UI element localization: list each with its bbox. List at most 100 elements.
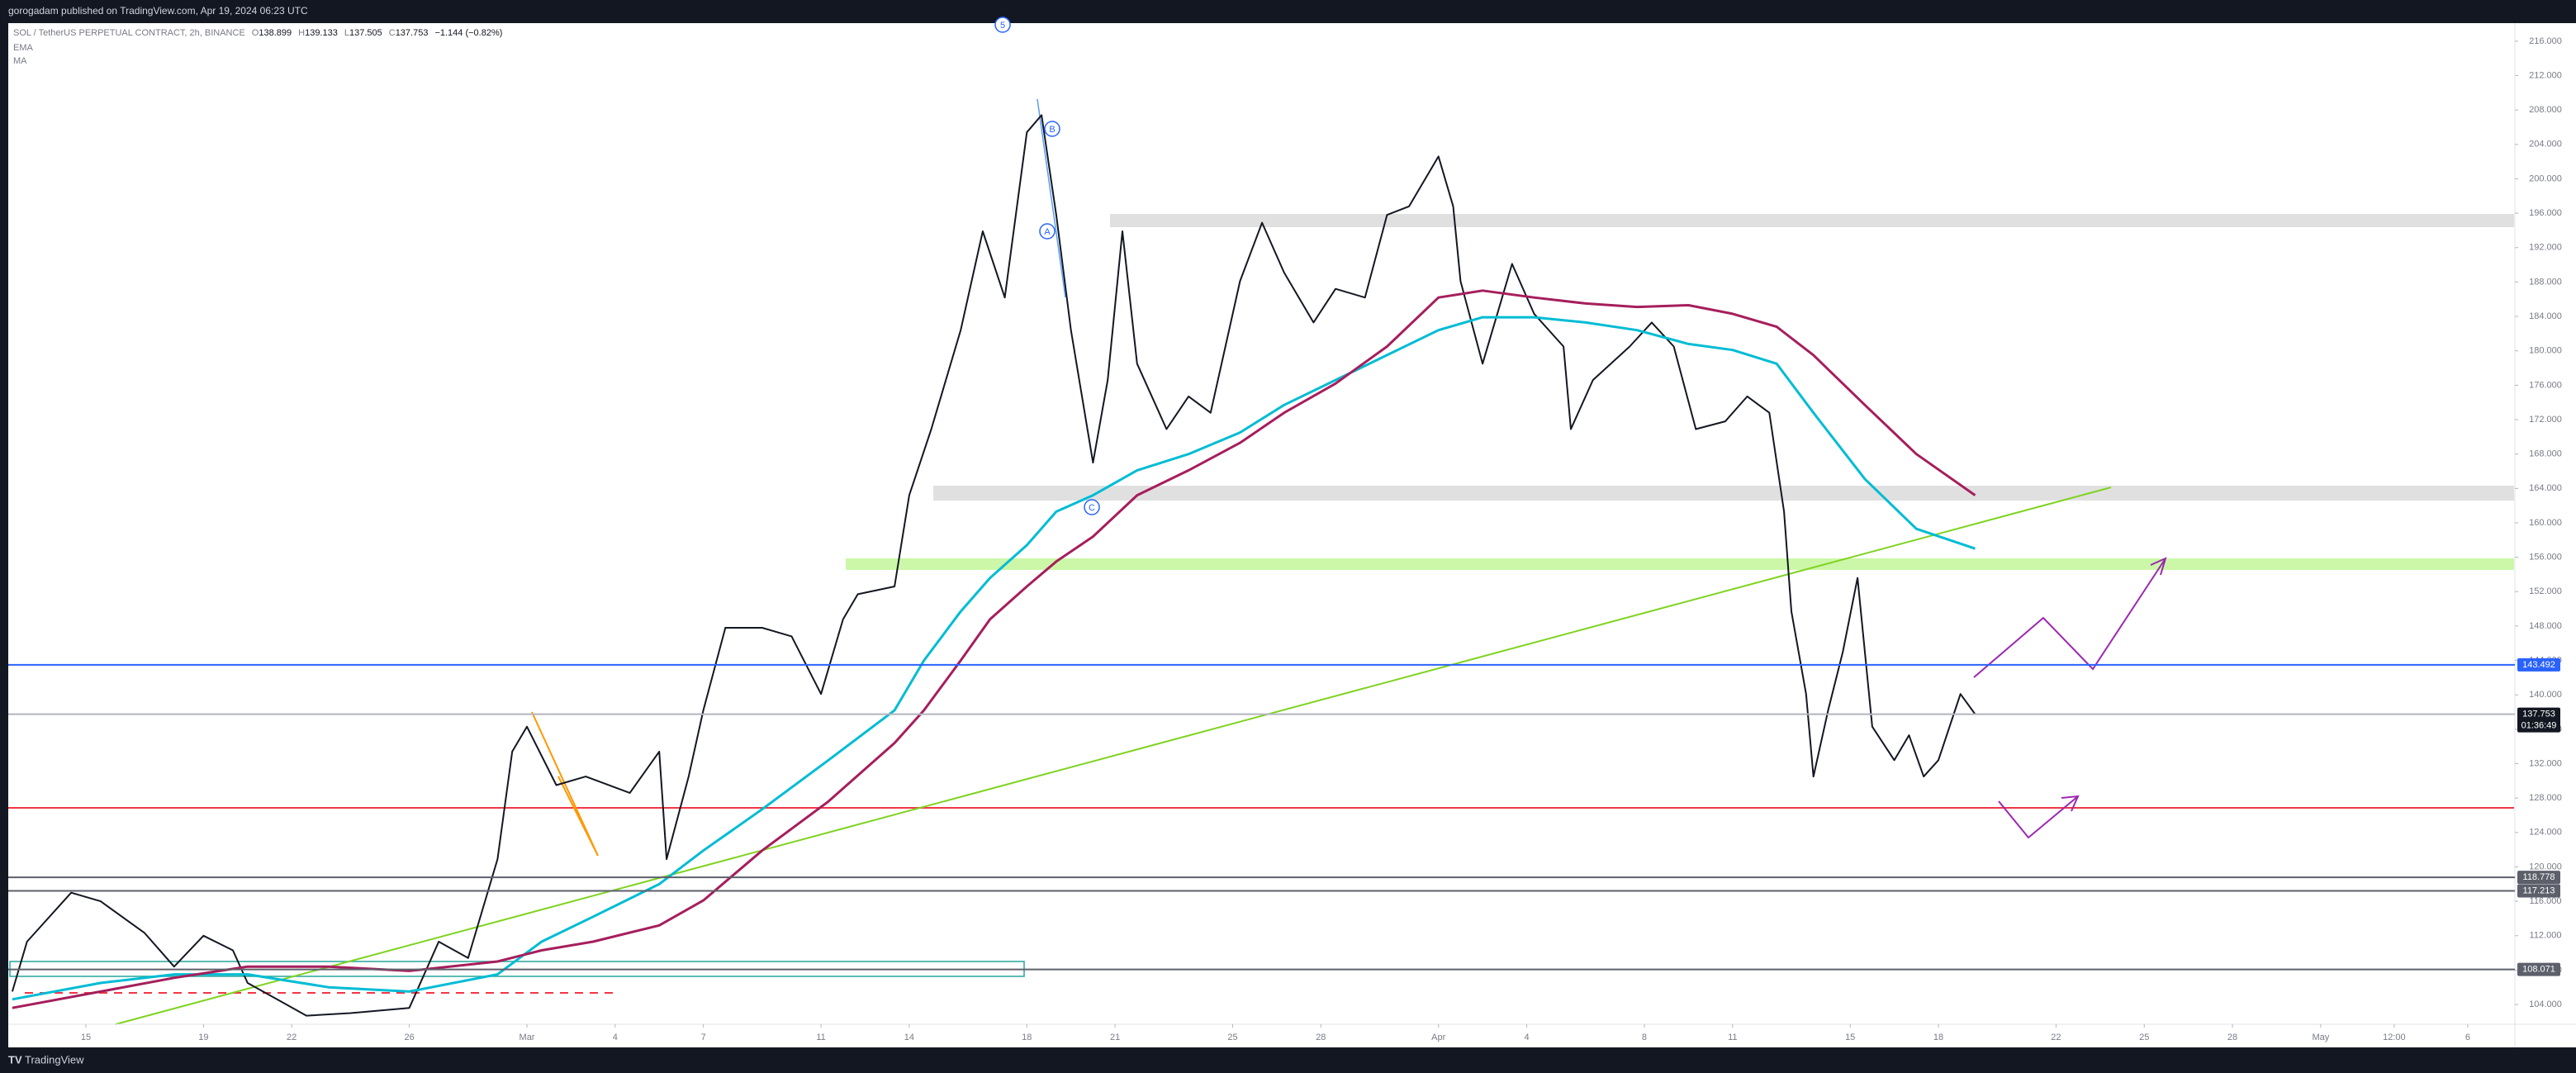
y-tick-label: 180.000 (2529, 346, 2562, 356)
price-label: 118.778 (2523, 872, 2555, 882)
ohlc-value: 139.133 (305, 28, 338, 38)
chart-area (8, 23, 2576, 1047)
ohlc-label: O (252, 28, 259, 38)
y-tick-label: 172.000 (2529, 415, 2562, 425)
y-tick-label: 216.000 (2529, 36, 2562, 46)
ohlc-label: C (389, 28, 396, 38)
x-tick-label: 6 (2465, 1033, 2470, 1042)
y-tick-label: 200.000 (2529, 173, 2562, 183)
orange-drawing (531, 711, 599, 857)
y-tick-label: 188.000 (2529, 277, 2562, 287)
symbol-title: SOL / TetherUS PERPETUAL CONTRACT, 2h, B… (13, 28, 245, 38)
y-tick-label: 192.000 (2529, 243, 2562, 253)
wave-circle (1039, 223, 1056, 240)
wave-label: B (1049, 125, 1055, 135)
x-tick-label: 14 (904, 1033, 914, 1042)
publisher: gorogadam published on TradingView.com, … (8, 5, 308, 17)
y-tick-label: 152.000 (2529, 586, 2562, 596)
x-tick-label: 7 (701, 1033, 706, 1042)
y-tick-label: 120.000 (2529, 862, 2562, 871)
y-tick-label: 116.000 (2530, 896, 2562, 906)
y-tick-label: 164.000 (2529, 483, 2562, 493)
y-tick-label: 168.000 (2529, 449, 2562, 459)
y-tick-label: 156.000 (2529, 553, 2562, 563)
y-tick-label: 148.000 (2529, 621, 2562, 631)
ohlc-label: H (298, 28, 305, 38)
x-tick-label: 21 (1110, 1033, 1120, 1042)
price-line (11, 114, 1976, 1017)
legend-ma: MA (13, 56, 27, 66)
y-tick-label: 112.000 (2530, 931, 2562, 941)
x-tick-label: 19 (198, 1033, 208, 1042)
ohlc-value: 137.753 (396, 28, 429, 38)
x-tick-label: 18 (1933, 1033, 1943, 1042)
drawings (8, 98, 2532, 1025)
projection-up (1973, 558, 2166, 678)
wave-label: 5 (1000, 21, 1005, 31)
price-label: 108.071 (2522, 965, 2555, 975)
x-tick-label: 26 (404, 1033, 414, 1042)
price-label-bg (2517, 871, 2560, 885)
price-label-bg (2517, 884, 2560, 898)
brand: TradingView (25, 1053, 84, 1066)
price-label-bg (2517, 707, 2560, 733)
x-tick-label: May (2312, 1033, 2329, 1042)
price-label: 137.753 (2522, 710, 2555, 719)
arrow-head (2150, 557, 2167, 576)
countdown: 01:36:49 (2521, 721, 2557, 731)
y-tick-label: 104.000 (2529, 999, 2562, 1009)
x-tick-label: 11 (816, 1033, 825, 1042)
x-tick-label: 25 (1227, 1033, 1237, 1042)
wave-circle (1084, 499, 1100, 515)
support-zone (933, 486, 2514, 501)
y-tick-label: 160.000 (2529, 518, 2562, 528)
wave-label: A (1044, 227, 1051, 237)
y-tick-label: 184.000 (2529, 311, 2562, 321)
y-tick-label: 204.000 (2529, 140, 2562, 150)
ohlc-value: 137.505 (349, 28, 382, 38)
brand-logo: TV (8, 1053, 22, 1066)
x-tick-label: 25 (2139, 1033, 2149, 1042)
x-tick-label: 12:00 (2383, 1033, 2406, 1042)
x-tick-label: 11 (1728, 1033, 1737, 1042)
x-tick-label: 4 (1524, 1033, 1529, 1042)
x-tick-label: 15 (81, 1033, 91, 1042)
legend-ema: EMA (13, 43, 34, 53)
y-tick-label: 132.000 (2529, 758, 2562, 768)
y-tick-label: 128.000 (2529, 793, 2562, 803)
x-tick-label: 15 (1845, 1033, 1855, 1042)
wave-line (1037, 98, 1066, 298)
price-label-bg (2517, 962, 2560, 976)
x-tick-label: 18 (1022, 1033, 1032, 1042)
projection-down (1998, 795, 2079, 839)
x-tick-label: 28 (1316, 1033, 1326, 1042)
resistance-zone (1110, 214, 2514, 227)
indicator-line (12, 289, 1976, 1009)
ohlc-value: 138.899 (259, 28, 292, 38)
x-tick-label: Apr (1431, 1033, 1445, 1042)
x-tick-label: 22 (2051, 1033, 2061, 1042)
y-tick-label: 196.000 (2529, 208, 2562, 218)
ohlc-label: L (344, 28, 349, 38)
y-tick-label: 124.000 (2529, 828, 2562, 838)
y-tick-label: 208.000 (2529, 105, 2562, 115)
price-label: 117.213 (2523, 885, 2555, 895)
green-zone (846, 558, 2514, 570)
change: −1.144 (−0.82%) (434, 28, 502, 38)
arrow-head (2061, 795, 2080, 812)
x-tick-label: 28 (2227, 1033, 2237, 1042)
price-label: 143.492 (2522, 660, 2555, 670)
wave-circle (1044, 121, 1060, 137)
price-axis (2515, 23, 2576, 1024)
y-tick-label: 140.000 (2529, 690, 2562, 700)
y-tick-label: 212.000 (2529, 70, 2562, 80)
price-label-bg (2517, 658, 2560, 672)
x-tick-label: Mar (519, 1033, 535, 1042)
wave-circle (994, 17, 1011, 33)
x-tick-label: 8 (1642, 1033, 1647, 1042)
symbol-header: SOL / TetherUS PERPETUAL CONTRACT, 2h, B… (13, 28, 502, 38)
wave-label: C (1089, 503, 1095, 513)
y-tick-label: 176.000 (2529, 380, 2562, 390)
trendline (115, 487, 2112, 1025)
